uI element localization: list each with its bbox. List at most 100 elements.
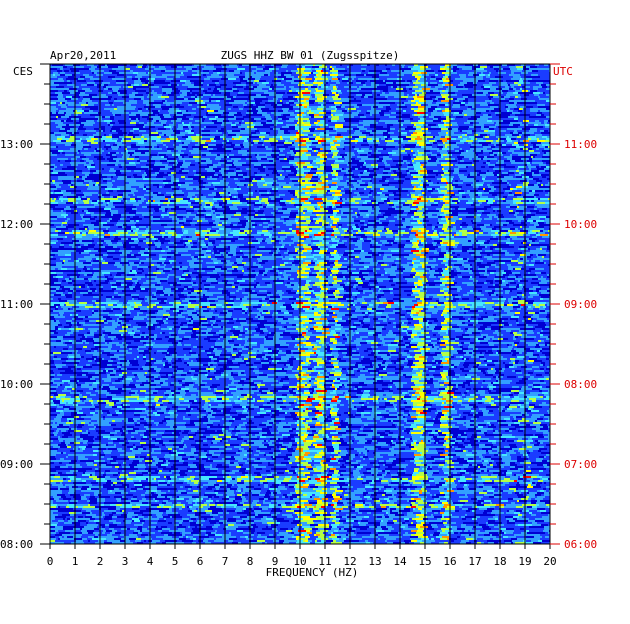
spectral-cell <box>329 156 332 158</box>
spectral-cell <box>532 70 538 72</box>
spectral-cell <box>449 78 455 80</box>
spectral-cell <box>512 126 518 128</box>
spectral-cell <box>496 126 498 128</box>
spectral-cell <box>135 156 139 158</box>
spectral-cell <box>476 116 480 118</box>
spectral-cell <box>202 138 210 140</box>
spectral-cell <box>426 92 433 94</box>
spectral-cell <box>233 82 241 84</box>
spectral-cell <box>245 72 249 74</box>
spectral-cell <box>413 126 416 128</box>
spectral-cell <box>260 102 265 104</box>
spectral-cell <box>143 132 147 134</box>
spectral-cell <box>270 132 278 134</box>
spectral-cell <box>484 124 488 126</box>
spectral-cell <box>307 112 314 114</box>
spectral-cell <box>177 136 182 138</box>
spectral-cell <box>455 92 460 94</box>
spectral-cell <box>135 150 142 152</box>
spectral-cell <box>468 98 475 100</box>
spectral-cell <box>491 98 499 100</box>
spectral-cell <box>428 160 436 162</box>
spectral-cell <box>181 116 186 118</box>
spectral-cell <box>335 104 340 106</box>
spectral-cell <box>176 140 181 142</box>
spectral-cell <box>105 140 109 142</box>
spectral-cell <box>109 134 112 136</box>
spectral-cell <box>234 132 240 134</box>
spectral-cell <box>341 94 349 96</box>
spectral-cell <box>386 152 388 154</box>
spectral-cell <box>112 68 120 70</box>
spectral-cell <box>529 130 537 132</box>
spectral-cell <box>329 126 335 128</box>
spectral-cell <box>79 118 83 120</box>
spectral-cell <box>168 64 174 66</box>
spectral-cell <box>186 116 190 118</box>
spectral-cell <box>316 70 321 72</box>
spectral-cell <box>492 84 499 86</box>
spectral-cell <box>56 88 64 90</box>
spectral-cell <box>152 110 158 112</box>
spectral-cell <box>72 96 80 98</box>
spectral-cell <box>59 84 67 86</box>
spectral-cell <box>86 80 94 82</box>
spectral-cell <box>213 90 216 92</box>
spectral-cell <box>122 148 125 150</box>
spectral-cell <box>286 116 292 118</box>
spectral-cell <box>525 126 533 128</box>
spectral-cell <box>75 82 82 84</box>
spectral-cell <box>352 160 359 162</box>
spectral-cell <box>270 128 273 130</box>
spectral-cell <box>140 118 147 120</box>
spectral-cell <box>144 88 152 90</box>
spectral-cell <box>160 84 168 86</box>
spectral-cell <box>270 142 278 144</box>
spectral-cell <box>130 68 137 70</box>
spectral-cell <box>513 110 518 112</box>
spectral-cell <box>400 68 405 70</box>
spectral-cell <box>416 154 418 156</box>
spectral-cell <box>279 78 282 80</box>
spectral-cell <box>148 108 150 110</box>
spectral-cell <box>188 84 194 86</box>
spectral-cell <box>467 120 470 122</box>
spectral-cell <box>521 98 527 100</box>
spectral-cell <box>530 82 536 84</box>
spectral-cell <box>283 110 288 112</box>
spectral-cell <box>372 114 380 116</box>
spectral-cell <box>299 158 305 160</box>
spectral-cell <box>50 146 56 148</box>
spectral-cell <box>98 138 100 140</box>
spectral-cell <box>145 152 151 154</box>
spectral-cell <box>180 132 188 134</box>
spectral-cell <box>206 126 208 128</box>
spectral-cell <box>121 86 123 88</box>
spectral-cell <box>309 98 317 100</box>
spectral-cell <box>515 114 522 116</box>
spectral-cell <box>243 144 249 146</box>
spectral-cell <box>445 76 448 78</box>
spectral-cell <box>542 144 550 146</box>
spectral-cell <box>502 64 507 66</box>
spectral-cell <box>108 68 112 70</box>
spectral-cell <box>86 160 93 162</box>
spectral-cell <box>150 82 154 84</box>
spectral-cell <box>390 104 397 106</box>
spectral-cell <box>431 134 439 136</box>
spectral-cell <box>485 80 489 82</box>
spectral-cell <box>206 162 212 164</box>
spectral-cell <box>155 108 162 110</box>
spectral-cell <box>357 86 359 88</box>
spectral-cell <box>134 80 141 82</box>
spectral-cell <box>320 126 325 128</box>
spectral-cell <box>92 112 98 114</box>
spectral-cell <box>367 90 372 92</box>
spectral-cell <box>494 154 497 156</box>
spectral-cell <box>156 102 163 104</box>
spectral-cell <box>401 96 408 98</box>
spectral-cell <box>112 72 119 74</box>
spectral-cell <box>514 86 522 88</box>
spectral-cell <box>294 100 298 102</box>
spectral-cell <box>330 138 333 140</box>
